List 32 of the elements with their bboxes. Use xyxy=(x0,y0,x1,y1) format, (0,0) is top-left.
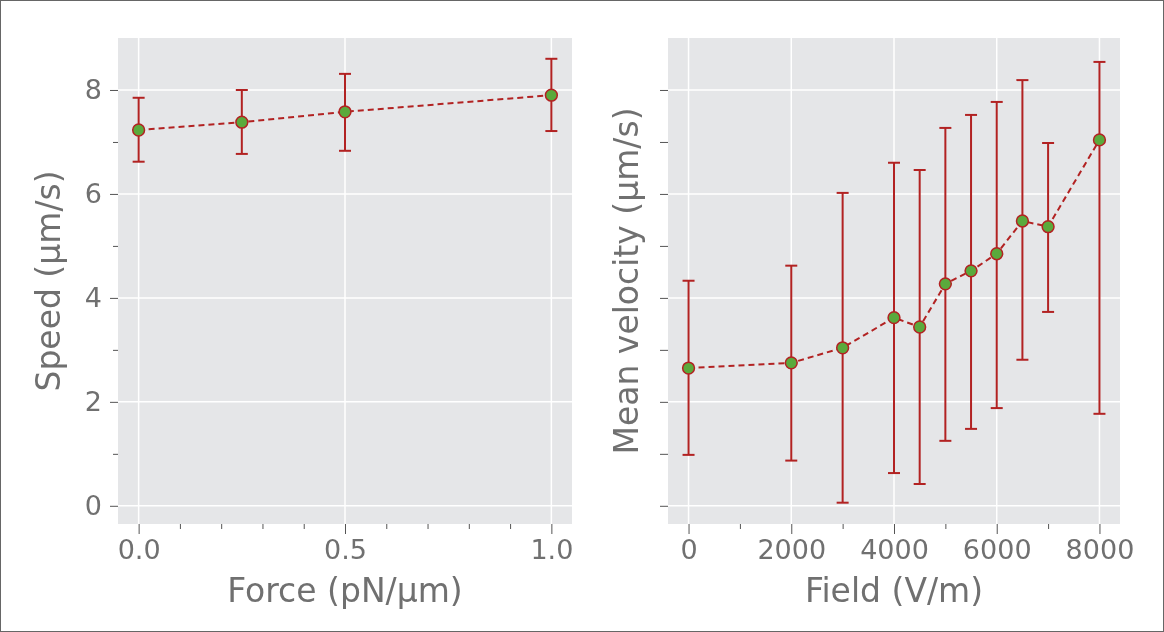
x-tick-label: 8000 xyxy=(1065,534,1135,566)
x-tick-label: 1.0 xyxy=(530,534,574,566)
point xyxy=(544,88,559,102)
point xyxy=(913,320,927,334)
point xyxy=(938,277,953,291)
point xyxy=(681,361,696,375)
x-tick-label: 0.5 xyxy=(324,534,367,566)
y-axis-title: Mean velocity (μm/s) xyxy=(607,107,646,455)
x-tick-label: 0.0 xyxy=(117,534,161,566)
point xyxy=(235,115,249,129)
x-tick-label: 2000 xyxy=(757,534,827,566)
point xyxy=(964,264,978,278)
x-axis-title: Force (pN/μm) xyxy=(227,571,463,610)
point xyxy=(784,356,798,370)
point xyxy=(1092,133,1107,147)
y-tick-label: 4 xyxy=(84,282,102,314)
point xyxy=(990,247,1004,261)
point xyxy=(1015,214,1030,228)
y-tick-label: 2 xyxy=(84,385,102,417)
y-tick-label: 8 xyxy=(84,74,102,106)
y-tick-label: 0 xyxy=(84,489,102,521)
y-tick-label: 6 xyxy=(84,178,102,210)
x-tick-label: 0 xyxy=(680,534,698,566)
point xyxy=(887,310,901,325)
x-axis-title: Field (V/m) xyxy=(804,571,984,610)
point xyxy=(1041,220,1055,234)
x-tick-label: 6000 xyxy=(962,534,1032,566)
point xyxy=(835,341,850,355)
x-tick-label: 4000 xyxy=(860,534,929,566)
y-axis-title: Speed (μm/s) xyxy=(29,170,68,392)
point xyxy=(131,123,146,137)
point xyxy=(338,105,352,119)
